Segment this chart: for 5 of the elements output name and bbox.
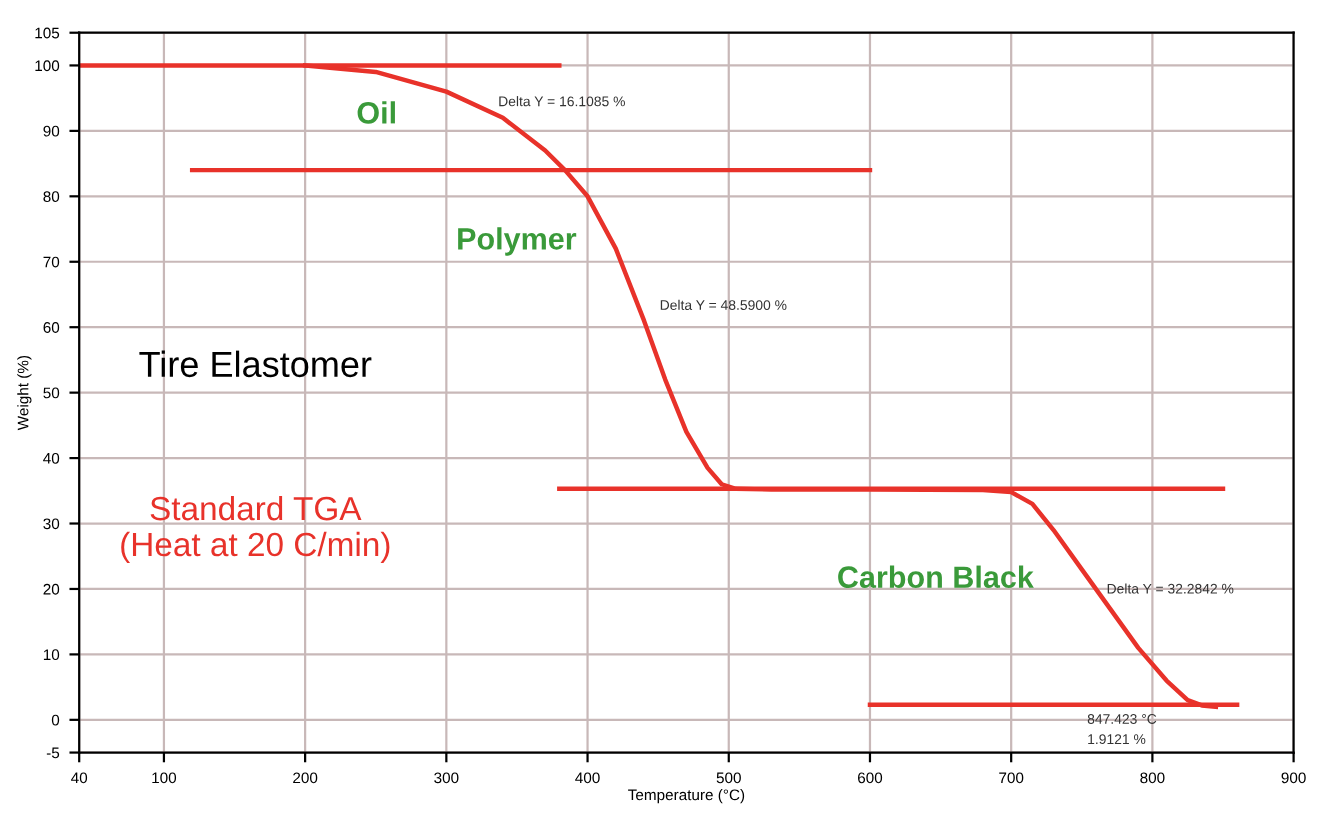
annotation: Carbon Black	[838, 565, 1034, 588]
annotation: Polymer	[458, 227, 577, 256]
annotation: Oil	[357, 101, 395, 124]
annotation: Tire Elastomer	[139, 350, 372, 378]
annotation: Standard TGA (Heat at 20 C/min)	[121, 495, 390, 563]
